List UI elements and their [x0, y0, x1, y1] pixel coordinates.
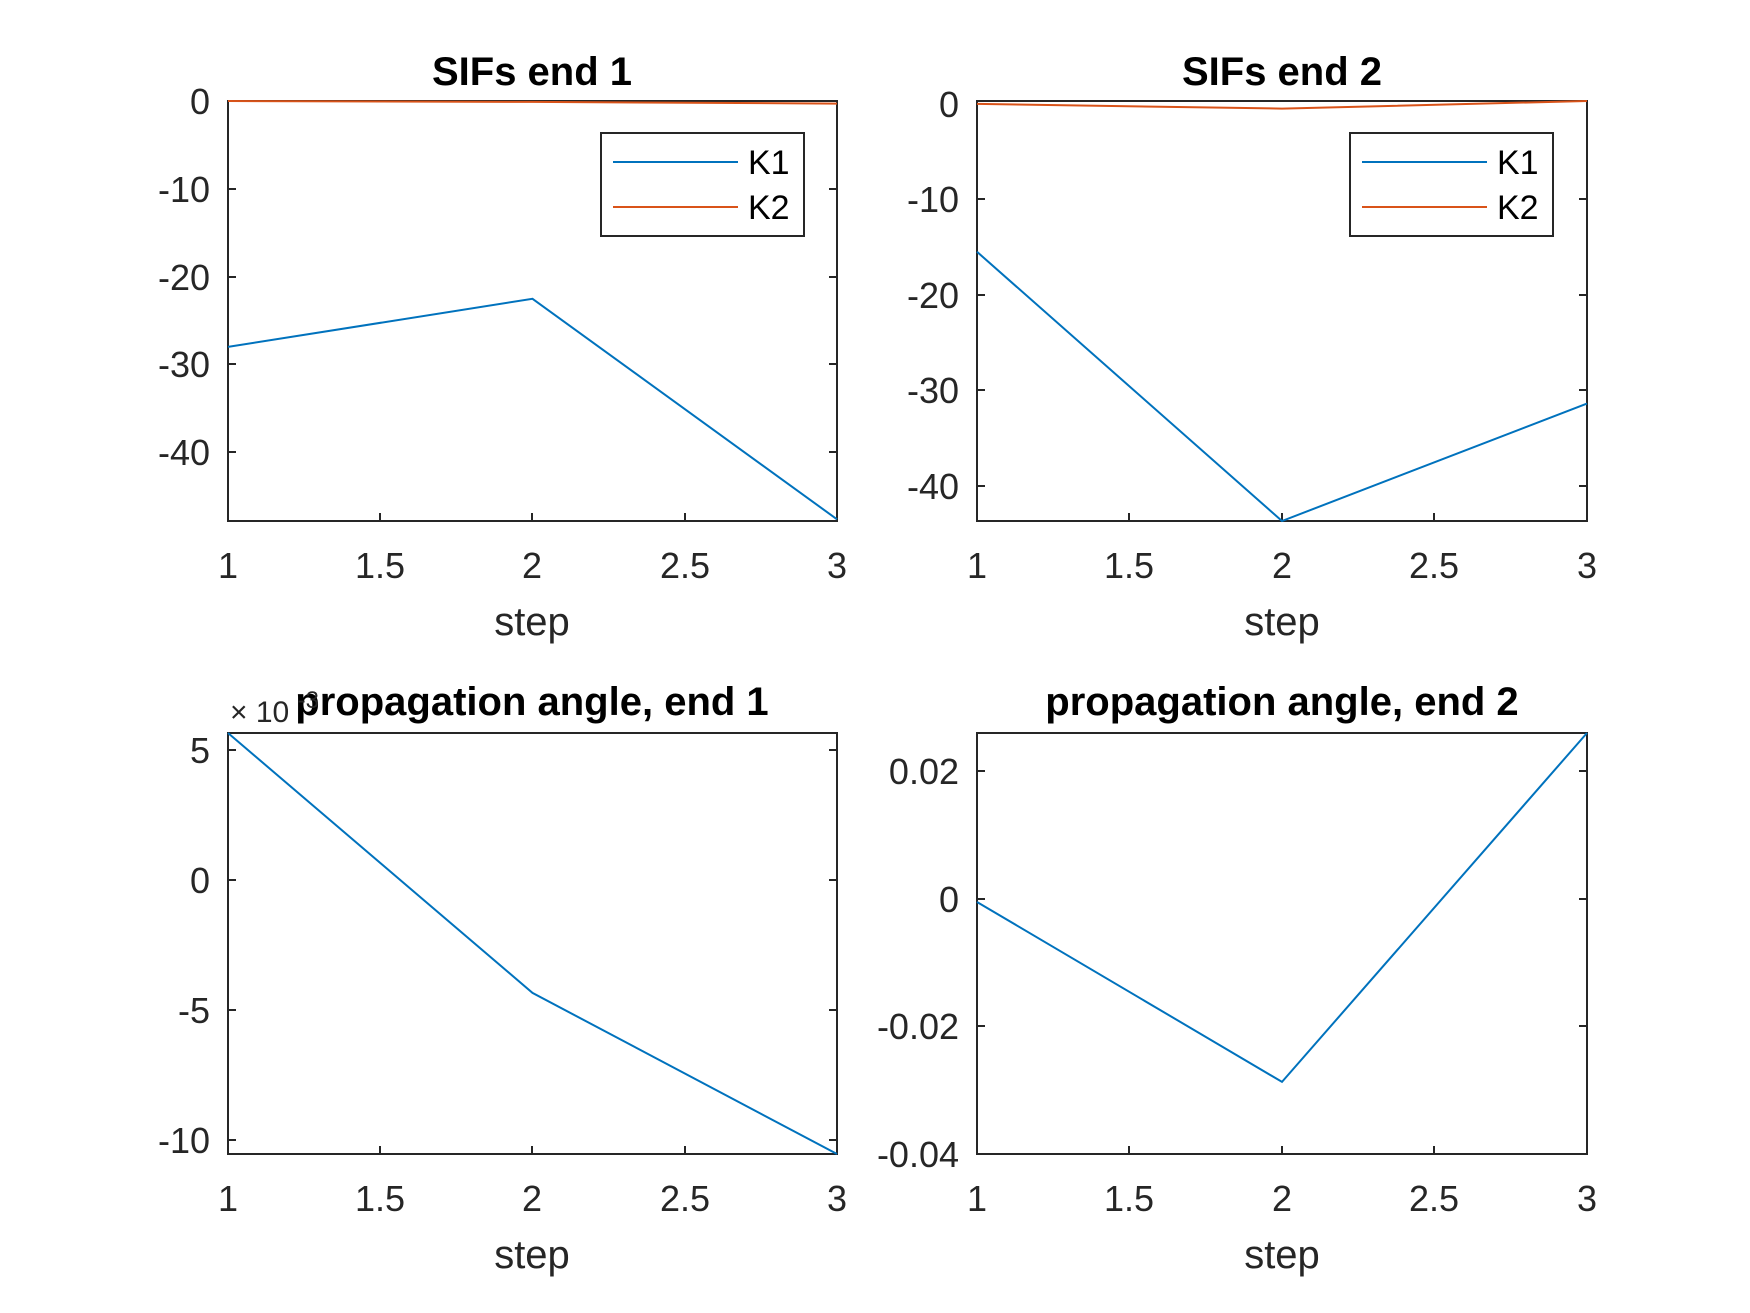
subplot-sifs-end-1: SIFs end 1 step 1 1.5 2 2.5 3 0 -10 -20 … [158, 50, 847, 644]
x-tick-label: 1 [967, 1178, 987, 1219]
x-tick-labels: 1 1.5 2 2.5 3 [967, 545, 1597, 586]
series-line-k2 [976, 100, 1588, 110]
y-tick-label: -20 [158, 257, 210, 298]
x-tick-label: 3 [1577, 545, 1597, 586]
series-line-k2 [227, 100, 838, 105]
y-tick-label: -30 [907, 370, 959, 411]
y-tick-label: 0 [190, 860, 210, 901]
y-tick-labels: 0.02 0 -0.02 -0.04 [877, 751, 959, 1175]
y-tick-label: -10 [158, 1120, 210, 1161]
x-tick-label: 2.5 [1409, 545, 1459, 586]
x-tick-label: 1.5 [1104, 545, 1154, 586]
y-tick-labels: 0 -10 -20 -30 -40 [158, 81, 210, 473]
y-tick-label: 5 [190, 730, 210, 771]
chart-title: propagation angle, end 2 [1045, 680, 1518, 724]
chart-title: SIFs end 2 [1182, 50, 1382, 94]
subplot-propagation-angle-end-1: propagation angle, end 1 × 10 -3 step 1 … [158, 680, 847, 1277]
y-axis-multiplier-exponent: -3 [298, 687, 319, 714]
y-tick-label: 0.02 [889, 751, 959, 792]
x-tick-label: 1.5 [355, 545, 405, 586]
y-tick-label: 0 [190, 81, 210, 122]
x-tick-label: 1 [218, 1178, 238, 1219]
x-tick-label: 2.5 [660, 545, 710, 586]
tick-marks [977, 770, 1587, 1154]
x-axis-label: step [494, 1233, 570, 1277]
tick-marks [977, 198, 1587, 521]
y-tick-label: -10 [907, 179, 959, 220]
series-line-k1 [227, 297, 838, 521]
x-tick-label: 2 [1272, 1178, 1292, 1219]
axes-box [227, 732, 838, 1155]
chart-title: propagation angle, end 1 [295, 680, 768, 724]
y-tick-label: -5 [178, 990, 210, 1031]
y-axis-multiplier: × 10 -3 [230, 687, 319, 729]
x-tick-labels: 1 1.5 2 2.5 3 [967, 1178, 1597, 1219]
y-tick-label: -30 [158, 344, 210, 385]
x-tick-labels: 1 1.5 2 2.5 3 [218, 545, 847, 586]
y-tick-label: -10 [158, 169, 210, 210]
x-tick-label: 2 [522, 1178, 542, 1219]
y-tick-label: -20 [907, 275, 959, 316]
x-tick-label: 1 [967, 545, 987, 586]
x-tick-label: 2.5 [1409, 1178, 1459, 1219]
subplot-propagation-angle-end-2: propagation angle, end 2 step 1 1.5 2 2.… [877, 680, 1597, 1277]
x-tick-label: 3 [1577, 1178, 1597, 1219]
legend: K1 K2 [600, 132, 805, 237]
series-line-k1 [976, 251, 1588, 523]
x-tick-label: 1.5 [355, 1178, 405, 1219]
y-tick-labels: 5 0 -5 -10 [158, 730, 210, 1161]
x-axis-label: step [494, 600, 570, 644]
legend-label-k1: K1 [1497, 144, 1539, 182]
y-tick-label: -40 [907, 466, 959, 507]
x-axis-label: step [1244, 600, 1320, 644]
legend-box [1349, 132, 1554, 237]
legend-label-k2: K2 [748, 189, 790, 227]
legend-label-k1: K1 [748, 144, 790, 182]
subplot-sifs-end-2: SIFs end 2 step 1 1.5 2 2.5 3 0 -10 -20 … [907, 50, 1597, 644]
y-tick-label: 0 [939, 84, 959, 125]
x-tick-label: 2 [1272, 545, 1292, 586]
axes-box [976, 732, 1588, 1155]
chart-title: SIFs end 1 [432, 50, 632, 94]
legend-box [600, 132, 805, 237]
legend-label-k2: K2 [1497, 189, 1539, 227]
tick-marks [228, 188, 837, 521]
y-tick-label: -0.02 [877, 1006, 959, 1047]
y-tick-label: -0.04 [877, 1134, 959, 1175]
x-tick-label: 3 [827, 545, 847, 586]
x-tick-labels: 1 1.5 2 2.5 3 [218, 1178, 847, 1219]
series-line-angle [227, 732, 838, 1155]
y-axis-multiplier-base: × 10 [230, 696, 289, 729]
x-tick-label: 1.5 [1104, 1178, 1154, 1219]
x-tick-label: 2.5 [660, 1178, 710, 1219]
y-tick-labels: 0 -10 -20 -30 -40 [907, 84, 959, 507]
y-tick-label: -40 [158, 432, 210, 473]
series-line-angle [976, 732, 1588, 1084]
x-tick-label: 1 [218, 545, 238, 586]
legend: K1 K2 [1349, 132, 1554, 237]
x-axis-label: step [1244, 1233, 1320, 1277]
x-tick-label: 2 [522, 545, 542, 586]
tick-marks [228, 749, 837, 1154]
x-tick-label: 3 [827, 1178, 847, 1219]
y-tick-label: 0 [939, 879, 959, 920]
